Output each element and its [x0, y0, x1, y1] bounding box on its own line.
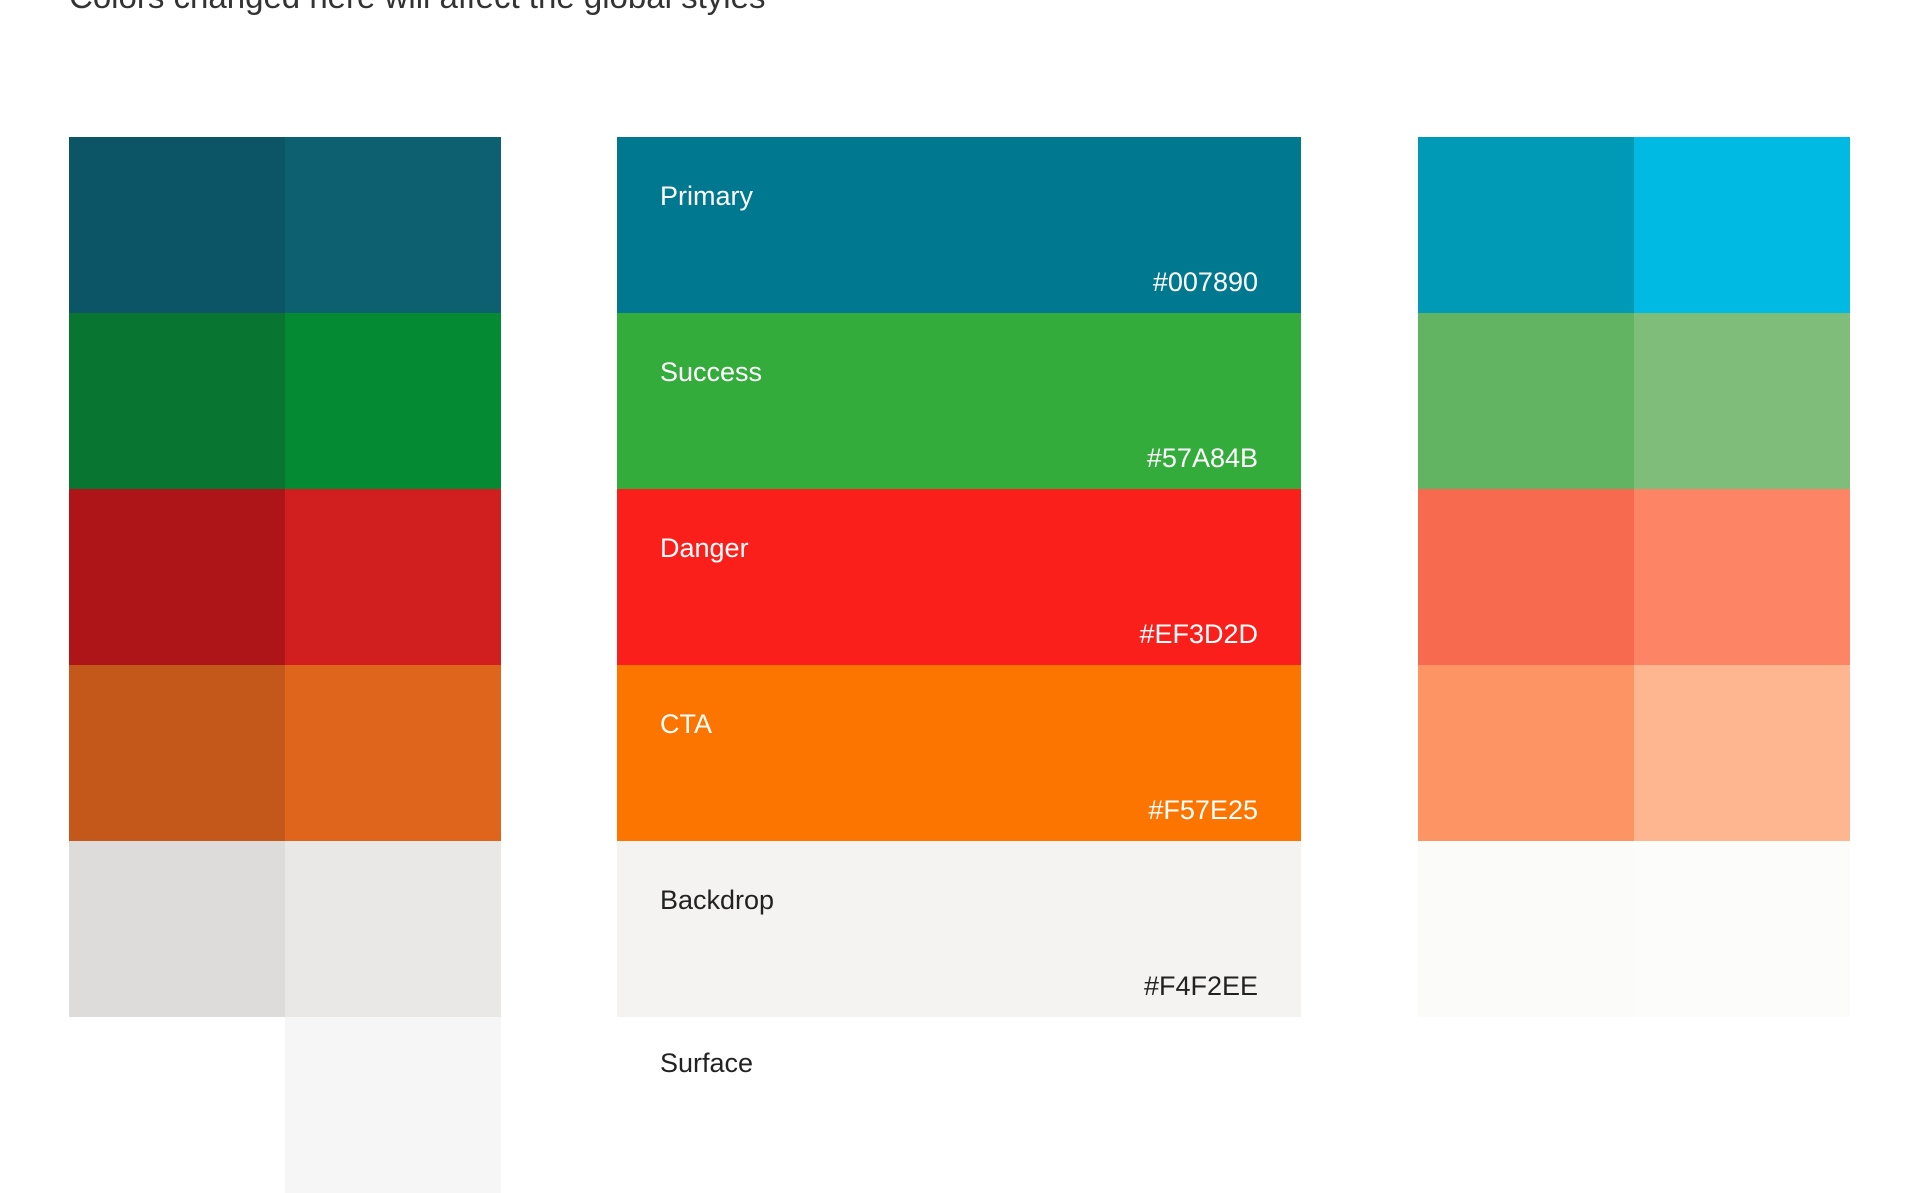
swatch-hex: #007890	[1152, 267, 1258, 297]
tint-swatch	[1418, 1017, 1634, 1193]
tint-swatch	[1418, 489, 1634, 665]
tint-swatch	[1418, 841, 1634, 1017]
color-swatch	[617, 841, 1301, 1017]
color-swatch	[617, 137, 1301, 313]
shade-swatch	[69, 665, 285, 841]
tint-swatch	[1418, 137, 1634, 313]
color-swatch	[617, 489, 1301, 665]
subtitle: Colors changed here will affect the glob…	[69, 0, 765, 16]
shade-swatch	[69, 1017, 285, 1193]
shade-swatch	[285, 665, 501, 841]
color-swatch	[617, 1017, 1301, 1193]
shade-swatch	[285, 1017, 501, 1193]
shade-swatch	[285, 489, 501, 665]
color-swatch	[617, 665, 1301, 841]
swatch-hex: #EF3D2D	[1139, 619, 1258, 649]
shade-swatch	[285, 841, 501, 1017]
shade-swatch	[69, 489, 285, 665]
shade-swatch	[285, 313, 501, 489]
swatch-hex: #57A84B	[1146, 443, 1258, 473]
tint-swatch	[1634, 137, 1850, 313]
swatch-label: Primary	[660, 181, 753, 211]
swatch-label: CTA	[660, 709, 712, 739]
shade-swatch	[69, 841, 285, 1017]
swatch-hex: #F4F2EE	[1143, 971, 1258, 1001]
tint-swatch	[1418, 313, 1634, 489]
shade-swatch	[69, 313, 285, 489]
page: Colors changed here will affect the glob…	[69, 0, 1850, 1078]
swatch-label: Surface	[660, 1048, 754, 1078]
swatch-hex: #F57E25	[1148, 795, 1258, 825]
swatch-label: Success	[660, 357, 763, 387]
shade-swatch	[285, 137, 501, 313]
swatch-label: Danger	[660, 533, 749, 563]
swatch-label: Backdrop	[660, 885, 775, 915]
tint-swatch	[1634, 1017, 1850, 1193]
shade-swatch	[69, 137, 285, 313]
tint-swatch	[1418, 665, 1634, 841]
tint-swatch	[1634, 489, 1850, 665]
tint-swatch	[1634, 841, 1850, 1017]
tint-swatch	[1634, 313, 1850, 489]
color-swatch	[617, 313, 1301, 489]
tint-swatch	[1634, 665, 1850, 841]
